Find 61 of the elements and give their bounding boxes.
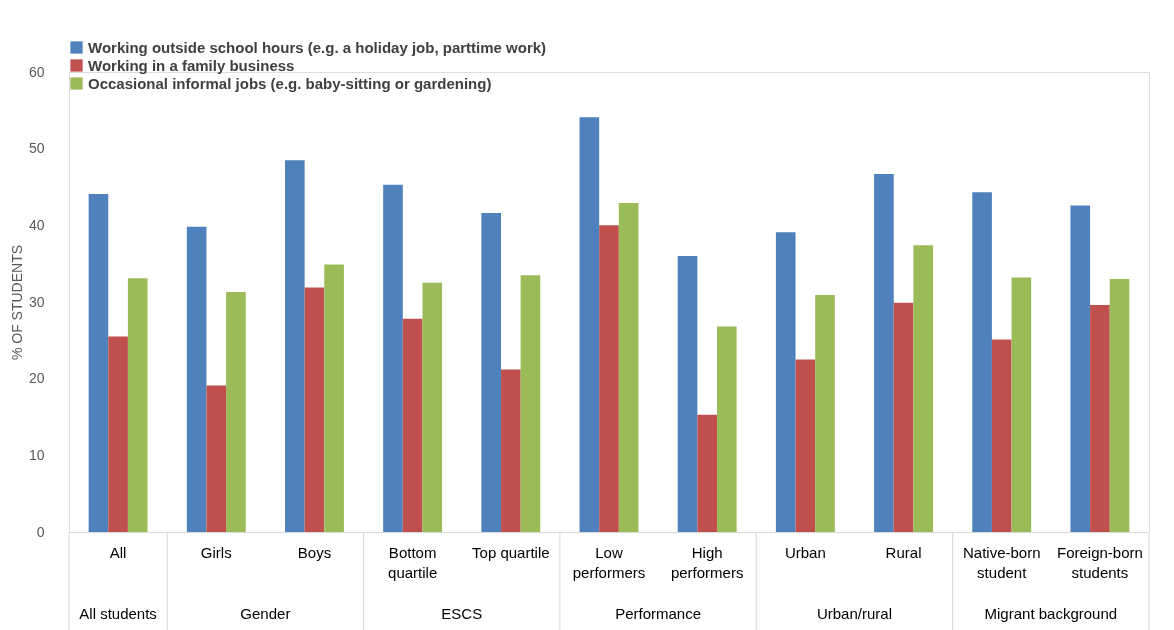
y-tick-label: 30	[28, 293, 45, 310]
legend-label: Occasional informal jobs (e.g. baby-sitting or gardening)	[88, 74, 492, 92]
y-tick-label: 10	[28, 446, 45, 463]
legend-label: Working in a family business	[88, 56, 295, 74]
x-tick-label: Bottom quartile	[388, 544, 438, 581]
text: ESCS	[441, 605, 483, 622]
y-tick-label: 50	[28, 140, 45, 157]
x-tick-label: Rural	[885, 544, 922, 561]
x-tick-label: Girls	[200, 544, 232, 561]
bar	[481, 213, 501, 532]
y-tick-label: 20	[28, 370, 45, 387]
bar	[422, 282, 443, 532]
bar	[1070, 205, 1091, 532]
x-tick-label: Foreign-born students	[1056, 544, 1143, 581]
bar	[599, 225, 619, 532]
x-tick-label: Low performers	[572, 544, 646, 581]
x-tick-label: Urban	[784, 544, 826, 561]
bar	[186, 226, 207, 532]
bar	[501, 369, 521, 532]
bar	[795, 359, 816, 532]
y-tick-label: 40	[28, 216, 45, 233]
text: Performance	[615, 605, 702, 622]
bar	[697, 414, 717, 532]
bar	[127, 278, 148, 532]
bar	[226, 292, 246, 532]
bar	[1011, 277, 1032, 532]
bar	[874, 173, 894, 532]
bar	[1090, 305, 1110, 532]
bar	[775, 232, 796, 532]
y-tick-label: 0	[36, 523, 45, 540]
bar	[520, 275, 541, 532]
bar	[972, 192, 992, 532]
text: All students	[79, 605, 157, 622]
bar	[913, 245, 933, 532]
legend-label: Working outside school hours (e.g. a holiday job, parttime work)	[88, 38, 547, 56]
bar	[206, 385, 227, 532]
bar	[579, 117, 600, 532]
x-tick-label: Native-born student	[962, 544, 1041, 581]
bar	[304, 287, 325, 532]
bar	[991, 339, 1012, 532]
text: Gender	[240, 605, 291, 622]
bar	[893, 302, 914, 532]
x-tick-label: High performers	[670, 544, 744, 581]
bar	[108, 336, 128, 532]
bar	[618, 203, 639, 532]
bar	[815, 295, 835, 532]
bar	[88, 193, 109, 532]
bar	[677, 256, 698, 532]
bar	[717, 326, 737, 532]
text: Migrant background	[984, 605, 1118, 622]
x-tick-label: Top quartile	[472, 544, 550, 561]
bar	[383, 184, 403, 532]
bar	[324, 264, 344, 532]
x-tick-label: All	[109, 544, 127, 561]
bar	[402, 318, 423, 532]
y-axis-title: % OF STUDENTS	[8, 244, 25, 361]
text: Urban/rural	[816, 605, 892, 622]
x-tick-label: Boys	[297, 544, 332, 561]
y-tick-label: 60	[28, 63, 45, 80]
bar	[1109, 279, 1130, 532]
bar	[285, 160, 305, 532]
